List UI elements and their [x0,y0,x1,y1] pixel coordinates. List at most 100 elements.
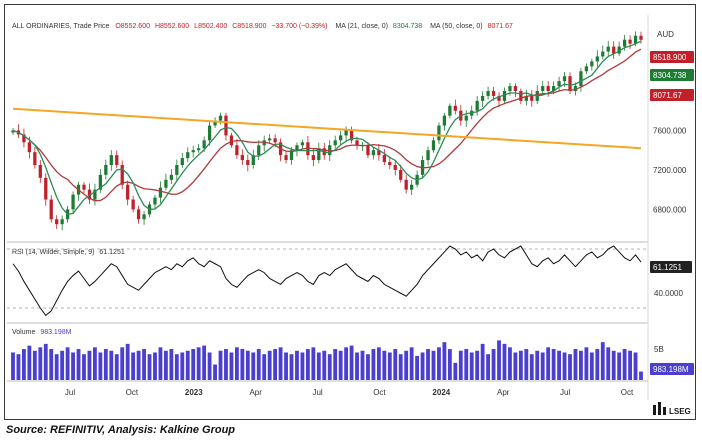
last-price-label: 8518.900 [650,51,694,63]
volume-tick-5b: 5B [654,345,664,354]
volume-bar-113 [628,350,632,380]
volume-bar-39 [224,349,228,380]
instrument-label: ALL ORDINARIES, Trade Price [12,23,109,30]
candle-body-69 [388,162,392,165]
ma50-price-text: 8071.67 [653,91,682,100]
candle-body-106 [590,61,594,67]
candle-body-94 [524,95,528,101]
candle-body-79 [442,115,447,126]
volume-bar-111 [617,352,622,380]
ma50-price-label: 8071.67 [650,89,694,101]
volume-bar-109 [606,347,611,380]
candle-body-111 [617,46,621,54]
candle-body-14 [87,189,92,200]
volume-bar-101 [562,352,567,380]
candle-body-24 [142,214,146,220]
candle-body-100 [557,81,561,87]
volume-value-label: 983.198M [650,363,694,375]
volume-bar-77 [431,350,436,380]
volume-bar-41 [234,347,239,380]
last-price-text: 8518.900 [653,53,687,62]
volume-bar-8 [54,354,59,380]
candle-body-92 [513,86,518,91]
candle-body-88 [491,91,496,96]
volume-header-value: 983.198M [40,329,71,336]
volume-bar-92 [513,352,518,380]
candle-body-30 [175,165,179,175]
ma21-price-text: 8304.738 [653,71,687,80]
volume-bar-102 [568,354,572,380]
volume-bar-38 [218,350,223,380]
trendline [12,107,642,150]
candle-body-95 [530,95,534,101]
volume-bar-1 [16,354,21,380]
rsi-tick-40: 40.0000 [654,289,683,298]
volume-bar-73 [409,347,414,380]
candle-body-20 [120,165,124,185]
volume-bar-26 [153,352,157,380]
volume-bar-79 [442,342,447,380]
candle-body-41 [235,145,239,156]
volume-bar-0 [11,352,15,380]
volume-bar-98 [546,347,551,380]
candle-body-46 [262,140,266,146]
time-tick-9: Oct [621,388,634,397]
volume-bar-21 [125,343,130,380]
candle-body-70 [393,165,397,170]
volume-bar-67 [376,347,381,380]
volume-bar-82 [458,350,463,380]
volume-bar-42 [240,349,245,380]
time-tick-4: Jul [312,388,322,397]
volume-bar-86 [480,343,485,380]
volume-bar-64 [360,350,365,380]
candle-body-109 [606,46,610,52]
time-tick-2: 2023 [185,388,203,397]
rsi-label: RSI (14, Wilder, Simple, 9) 61.1251 [12,249,125,256]
candle-body-85 [475,100,479,111]
volume-bar-75 [420,352,425,380]
candle-body-110 [612,46,616,54]
candle-body-81 [453,105,457,111]
candle-body-5 [38,165,42,178]
candle-body-77 [431,140,436,151]
volume-bar-76 [426,349,430,380]
volume-bar-54 [305,349,310,380]
candle-body-107 [595,56,599,62]
candle-body-23 [136,209,141,220]
volume-bar-18 [109,350,114,380]
volume-bar-69 [387,352,392,380]
volume-bar-29 [169,349,174,380]
candle-body-40 [229,135,234,146]
candle-body-15 [93,189,97,200]
rsi-label-text: RSI (14, Wilder, Simple, 9) [12,249,94,256]
time-tick-6: 2024 [432,388,450,397]
candle-body-31 [180,158,184,165]
volume-bar-83 [464,349,469,380]
volume-bar-5 [38,347,43,380]
volume-bar-95 [529,354,534,380]
price-tick-1: 7200.000 [653,166,687,175]
volume-bar-47 [267,350,272,380]
volume-bar-10 [65,347,70,380]
candle-body-21 [126,184,130,200]
volume-bar-25 [147,354,152,380]
volume-bar-81 [453,362,458,380]
candle-body-60 [339,135,343,141]
candle-body-66 [371,150,376,156]
volume-bar-93 [518,350,523,380]
candle-body-76 [426,150,430,161]
volume-bar-68 [382,350,387,380]
high-value: H8552.600 [155,23,189,30]
volume-bar-7 [49,349,54,380]
candle-body-56 [317,148,321,161]
chart-frame: ALL ORDINARIES, Trade Price O8552.600 H8… [4,4,696,420]
candle-body-33 [191,150,195,153]
time-tick-5: Oct [373,388,386,397]
volume-bar-37 [213,364,217,380]
volume-bar-65 [366,354,370,380]
candle-body-42 [240,155,244,161]
currency-label: AUD [657,30,674,39]
candle-body-55 [311,155,315,161]
candle-body-68 [382,155,386,163]
volume-label: Volume 983.198M [12,329,72,336]
